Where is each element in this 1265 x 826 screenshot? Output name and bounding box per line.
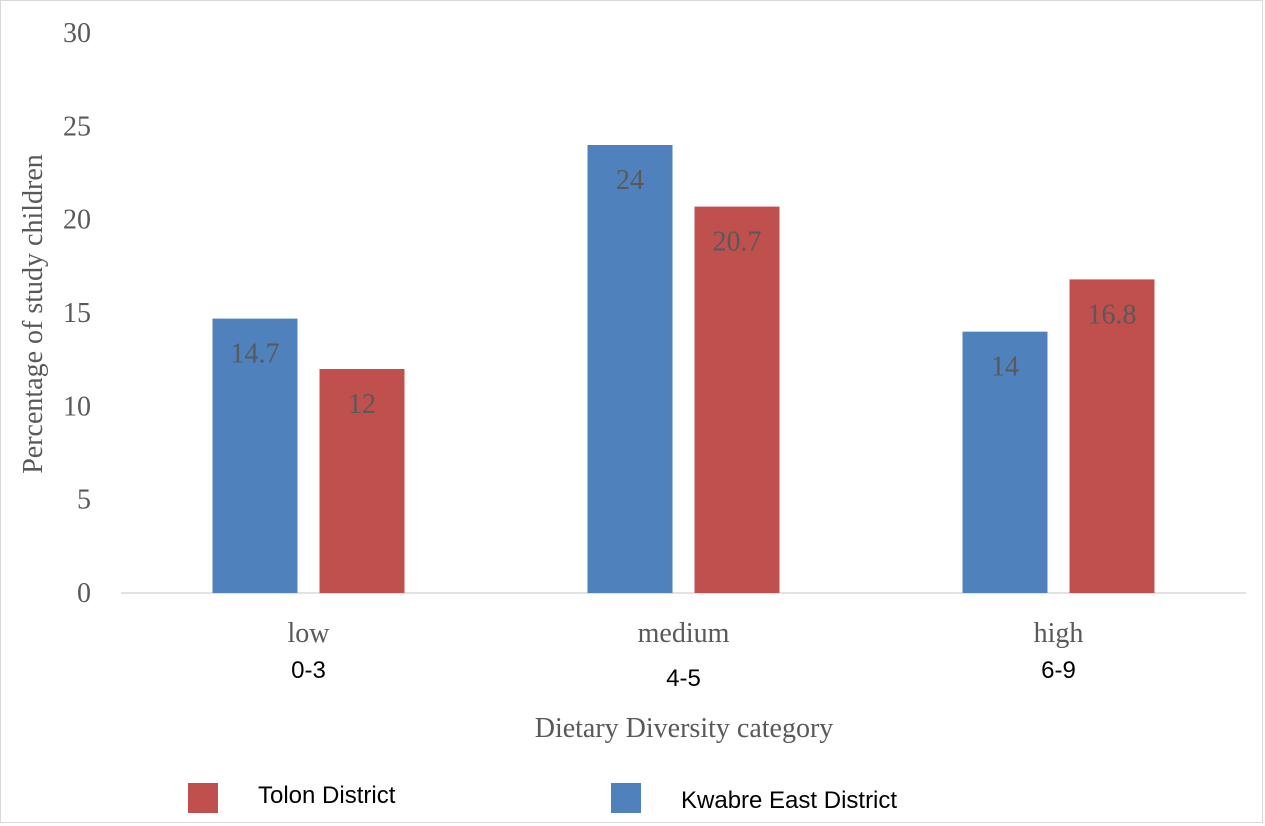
bar-data-label: 12: [348, 389, 376, 420]
bar-medium-tolon-district: [694, 206, 780, 593]
y-axis-ticks: 0 5 10 15 20 25 30: [63, 18, 91, 609]
bar-data-label: 16.8: [1088, 299, 1137, 330]
bar-data-label: 20.7: [713, 227, 762, 258]
x-tick-label: high: [1034, 618, 1084, 649]
x-tick-range-label: 4-5: [666, 665, 701, 692]
y-tick-label: 5: [77, 485, 91, 516]
bar-data-label: 14.7: [231, 339, 280, 370]
x-tick-label: medium: [638, 618, 730, 649]
y-axis-title: Percentage of study children: [18, 154, 49, 474]
y-tick-label: 15: [63, 298, 91, 329]
y-tick-label: 30: [63, 18, 91, 49]
bar-low-tolon-district: [319, 369, 405, 593]
bar-medium-kwabre-east-district: [587, 145, 673, 593]
y-tick-label: 25: [63, 111, 91, 142]
bar-data-label: 14: [991, 352, 1019, 383]
y-tick-label: 20: [63, 205, 91, 236]
legend: Tolon District Kwabre East District: [188, 782, 897, 814]
x-axis-title: Dietary Diversity category: [535, 713, 834, 744]
legend-label: Tolon District: [258, 782, 396, 809]
bar-low-kwabre-east-district: [212, 318, 298, 593]
legend-label: Kwabre East District: [681, 787, 897, 814]
x-axis-ticks: low 0-3 medium 4-5 high 6-9: [288, 618, 1084, 692]
bar-high-tolon-district: [1069, 279, 1155, 593]
x-tick-range-label: 6-9: [1041, 657, 1076, 684]
legend-swatch: [188, 783, 218, 813]
x-tick-label: low: [288, 618, 331, 649]
x-tick-range-label: 0-3: [291, 657, 326, 684]
bars: [212, 145, 1155, 593]
y-tick-label: 0: [77, 578, 91, 609]
y-tick-label: 10: [63, 391, 91, 422]
legend-swatch: [611, 783, 641, 813]
bar-high-kwabre-east-district: [962, 331, 1048, 593]
bar-data-label: 24: [616, 165, 644, 196]
bar-data-labels: 14.7 12 24 20.7 14 16.8: [231, 165, 1137, 420]
